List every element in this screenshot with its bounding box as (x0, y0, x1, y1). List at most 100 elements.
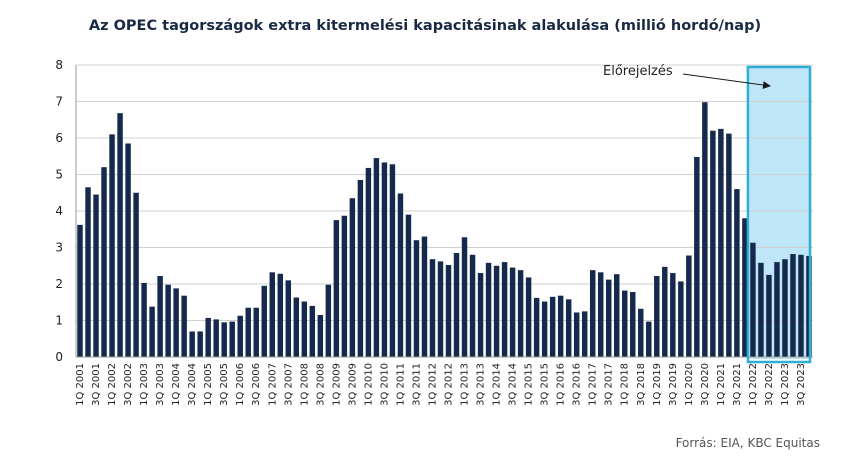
x-tick-label: 1Q 2004 (171, 363, 182, 406)
bar (373, 158, 380, 357)
bar (253, 307, 259, 357)
bar (533, 297, 540, 357)
bar (85, 187, 91, 357)
bar (285, 280, 292, 357)
bar (662, 266, 668, 357)
x-tick-label: 3Q 2007 (283, 363, 294, 406)
bar (646, 321, 652, 357)
bar (501, 262, 508, 357)
x-tick-label: 1Q 2003 (139, 363, 150, 406)
bar (437, 261, 444, 357)
bar (381, 162, 388, 357)
x-tick-label: 1Q 2019 (652, 363, 663, 406)
x-tick-label: 3Q 2021 (732, 363, 743, 406)
y-tick-label: 8 (55, 58, 63, 72)
bar (477, 273, 484, 357)
bar (622, 290, 628, 357)
bar (229, 321, 235, 357)
bar (117, 113, 123, 358)
bar (413, 240, 420, 357)
bar (742, 218, 748, 357)
x-tick-label: 1Q 2016 (556, 363, 567, 406)
bar (565, 299, 572, 357)
bar (397, 193, 404, 357)
bar (614, 274, 620, 357)
bar (654, 275, 660, 357)
x-tick-label: 3Q 2001 (91, 363, 102, 406)
x-tick-label: 1Q 2017 (588, 363, 599, 406)
bar (349, 198, 356, 357)
bar (774, 262, 780, 357)
bar (678, 281, 684, 357)
y-tick-label: 7 (55, 95, 63, 109)
forecast-arrow (682, 73, 771, 90)
x-tick-label: 3Q 2004 (187, 363, 198, 406)
bar (726, 133, 732, 357)
bar (453, 252, 460, 357)
x-tick-label: 1Q 2011 (395, 363, 406, 406)
x-tick-label: 3Q 2020 (700, 363, 711, 406)
x-tick-label: 1Q 2018 (620, 363, 631, 406)
bar (197, 331, 203, 357)
y-tick-label: 4 (55, 204, 63, 218)
y-tick-label: 2 (55, 277, 63, 291)
x-tick-label: 1Q 2008 (299, 363, 310, 406)
y-tick-label: 3 (55, 241, 63, 255)
bar (125, 143, 131, 357)
bar (269, 272, 275, 357)
bar (421, 236, 428, 357)
x-tick-label: 3Q 2022 (764, 363, 775, 406)
bar (301, 301, 308, 357)
x-tick-label: 1Q 2007 (267, 363, 278, 406)
y-tick-label: 5 (55, 168, 63, 182)
bar (325, 284, 332, 357)
bar (141, 282, 147, 357)
bar (670, 273, 676, 357)
x-tick-label: 1Q 2009 (331, 363, 342, 406)
y-tick-label: 0 (55, 350, 63, 364)
x-tick-label: 3Q 2011 (411, 363, 422, 406)
x-tick-label: 3Q 2005 (219, 363, 230, 406)
bar (469, 254, 476, 357)
x-tick-label: 3Q 2003 (155, 363, 166, 406)
x-tick-label: 3Q 2018 (636, 363, 647, 406)
x-tick-label: 3Q 2012 (444, 363, 455, 406)
x-tick-label: 1Q 2023 (780, 363, 791, 406)
bar (581, 311, 588, 357)
bar (309, 305, 316, 357)
x-tick-label: 3Q 2002 (123, 363, 134, 406)
x-tick-label: 1Q 2001 (75, 363, 86, 406)
bar (429, 259, 436, 357)
bar (357, 179, 364, 357)
bar (750, 242, 756, 357)
bar (149, 306, 155, 357)
bar (205, 317, 211, 357)
x-tick-label: 3Q 2015 (540, 363, 551, 406)
bar (485, 262, 492, 357)
bar (277, 273, 284, 357)
chart-title: Az OPEC tagországok extra kitermelési ka… (88, 18, 762, 34)
forecast-label: Előrejelzés (603, 64, 673, 79)
bar (702, 102, 708, 357)
bar (573, 312, 580, 357)
bar (718, 128, 724, 357)
bar (101, 167, 107, 357)
x-tick-label: 1Q 2002 (107, 363, 118, 406)
bar (109, 134, 115, 357)
bar (317, 315, 324, 357)
bar (605, 279, 612, 357)
bar (734, 189, 740, 357)
x-tick-label: 1Q 2005 (203, 363, 214, 406)
bar (365, 167, 372, 357)
y-tick-label: 1 (55, 314, 63, 328)
bar (549, 296, 556, 357)
x-tick-label: 1Q 2015 (524, 363, 535, 406)
x-tick-label: 1Q 2014 (492, 363, 503, 406)
bar (133, 192, 139, 357)
x-tick-label: 3Q 2010 (379, 363, 390, 406)
x-tick-label: 1Q 2022 (748, 363, 759, 406)
x-tick-label: 1Q 2020 (684, 363, 695, 406)
bar (157, 275, 163, 357)
source-note: Forrás: EIA, KBC Equitas (675, 436, 820, 450)
